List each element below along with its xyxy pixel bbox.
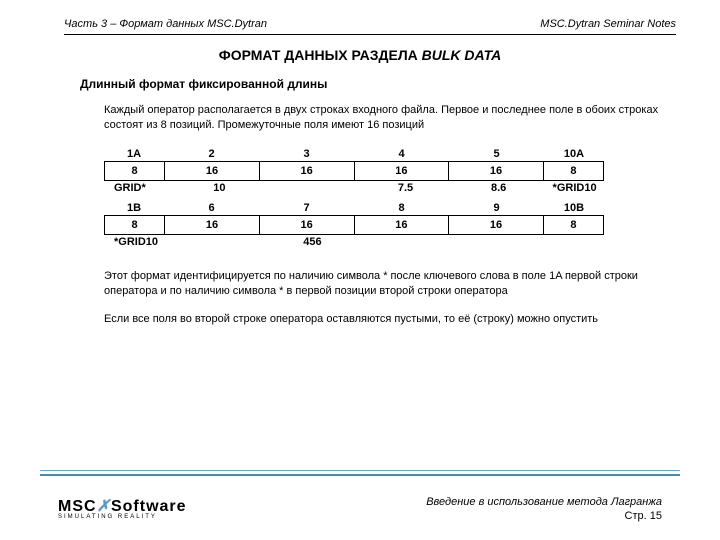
paragraph-2: Этот формат идентифицируется по наличию …: [104, 269, 670, 299]
value-cell: [452, 235, 545, 249]
table1-values: GRID* 10 7.5 8.6 *GRID10: [104, 181, 604, 195]
value-cell: GRID*: [104, 181, 173, 195]
width-cell: 8: [544, 162, 603, 180]
table1-labels: 1A 2 3 4 5 10A: [104, 147, 604, 161]
label-cell: 8: [354, 201, 449, 215]
width-cell: 8: [105, 216, 165, 234]
width-cell: 16: [449, 216, 544, 234]
label-cell: 9: [449, 201, 544, 215]
value-cell: [545, 235, 604, 249]
table2-widths: 8 16 16 16 16 8: [104, 215, 604, 235]
logo-x-icon: ✗: [97, 498, 111, 515]
label-cell: 6: [164, 201, 259, 215]
label-cell: 10A: [544, 147, 604, 161]
width-cell: 8: [544, 216, 603, 234]
label-cell: 1B: [104, 201, 164, 215]
value-cell: *GRID10: [545, 181, 604, 195]
table2-values: *GRID10 456: [104, 235, 604, 249]
width-cell: 8: [105, 162, 165, 180]
paragraph-3: Если все поля во второй строке оператора…: [104, 312, 670, 327]
header: Часть 3 – Формат данных MSC.Dytran MSC.D…: [0, 0, 720, 32]
value-cell: *GRID10: [104, 235, 173, 249]
header-left: Часть 3 – Формат данных MSC.Dytran: [64, 18, 267, 30]
width-cell: 16: [355, 216, 450, 234]
width-cell: 16: [165, 162, 260, 180]
logo-msc: MSC: [58, 498, 97, 515]
header-right: MSC.Dytran Seminar Notes: [540, 18, 676, 30]
field-table-2: 1B 6 7 8 9 10B 8 16 16 16 16 8 *GRID10 4…: [104, 201, 604, 249]
page-number: Стр. 15: [426, 510, 662, 522]
label-cell: 7: [259, 201, 354, 215]
value-cell: [359, 235, 452, 249]
subheading: Длинный формат фиксированной длины: [80, 77, 720, 91]
value-cell: [266, 181, 359, 195]
table1-widths: 8 16 16 16 16 8: [104, 161, 604, 181]
label-cell: 5: [449, 147, 544, 161]
label-cell: 3: [259, 147, 354, 161]
header-rule: [64, 34, 676, 35]
footer-subtitle: Введение в использование метода Лагранжа: [426, 496, 662, 508]
field-table-1: 1A 2 3 4 5 10A 8 16 16 16 16 8 GRID* 10 …: [104, 147, 604, 195]
table2-labels: 1B 6 7 8 9 10B: [104, 201, 604, 215]
label-cell: 1A: [104, 147, 164, 161]
slide-page: Часть 3 – Формат данных MSC.Dytran MSC.D…: [0, 0, 720, 540]
value-cell: 456: [266, 235, 359, 249]
label-cell: 4: [354, 147, 449, 161]
footer-right: Введение в использование метода Лагранжа…: [426, 496, 662, 522]
logo: MSC✗Software SIMULATING REALITY: [58, 496, 187, 520]
value-cell: [173, 235, 266, 249]
value-cell: 10: [173, 181, 266, 195]
logo-text: MSC✗Software: [58, 496, 187, 516]
logo-software: Software: [111, 498, 187, 515]
width-cell: 16: [355, 162, 450, 180]
value-cell: 8.6: [452, 181, 545, 195]
label-cell: 2: [164, 147, 259, 161]
page-title: ФОРМАТ ДАННЫХ РАЗДЕЛА BULK DATA: [0, 47, 720, 63]
footer: MSC✗Software SIMULATING REALITY Введение…: [0, 480, 720, 528]
title-italic: BULK DATA: [422, 47, 502, 63]
title-prefix: ФОРМАТ ДАННЫХ РАЗДЕЛА: [219, 47, 422, 63]
width-cell: 16: [449, 162, 544, 180]
footer-divider: [40, 470, 680, 476]
paragraph-1: Каждый оператор располагается в двух стр…: [104, 103, 670, 133]
label-cell: 10B: [544, 201, 604, 215]
value-cell: 7.5: [359, 181, 452, 195]
width-cell: 16: [260, 162, 355, 180]
width-cell: 16: [165, 216, 260, 234]
width-cell: 16: [260, 216, 355, 234]
